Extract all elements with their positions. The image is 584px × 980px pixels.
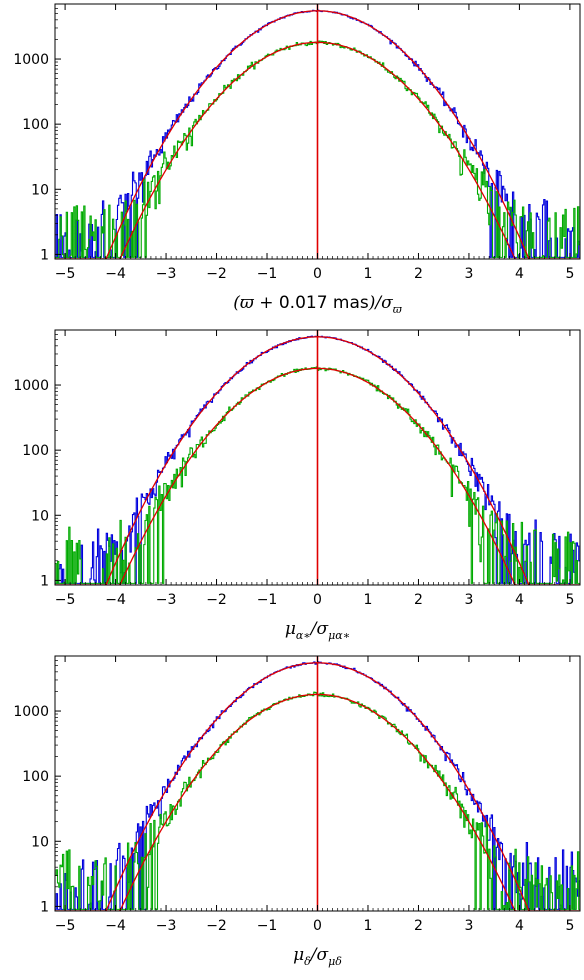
y-tick-label: 100 bbox=[22, 769, 49, 785]
x-tick-label: 5 bbox=[565, 918, 574, 934]
x-tick-label: 2 bbox=[414, 592, 423, 608]
x-tick-label: 4 bbox=[515, 266, 524, 282]
x-tick-label: 0 bbox=[313, 266, 322, 282]
x-tick-label: −3 bbox=[156, 266, 177, 282]
x-tick-label: −5 bbox=[55, 592, 76, 608]
x-tick-label: 5 bbox=[565, 266, 574, 282]
x-tick-label: 1 bbox=[364, 266, 373, 282]
x-tick-label: 3 bbox=[464, 266, 473, 282]
plot-area bbox=[55, 330, 580, 585]
x-tick-label: −2 bbox=[206, 918, 227, 934]
x-tick-label: 1 bbox=[364, 592, 373, 608]
x-tick-label: 4 bbox=[515, 918, 524, 934]
x-tick-label: −2 bbox=[206, 592, 227, 608]
x-tick-label: −4 bbox=[105, 918, 126, 934]
x-tick-label: 2 bbox=[414, 918, 423, 934]
y-tick-label: 1000 bbox=[13, 704, 49, 720]
y-tick-label: 1 bbox=[40, 247, 49, 263]
x-tick-label: −1 bbox=[257, 266, 278, 282]
histogram-series-2 bbox=[55, 366, 580, 584]
x-tick-label: 3 bbox=[464, 918, 473, 934]
x-tick-label: −3 bbox=[156, 918, 177, 934]
x-tick-label: 5 bbox=[565, 592, 574, 608]
y-tick-label: 1000 bbox=[13, 378, 49, 394]
x-tick-label: −3 bbox=[156, 592, 177, 608]
y-tick-label: 10 bbox=[31, 182, 49, 198]
panel-2: −5 −4 −3 −2 −1 0 1 2 3 4 5 1 10 100 1000 μα∗/σμα∗ bbox=[13, 329, 581, 642]
y-tick-label: 1 bbox=[40, 573, 49, 589]
x-tick-label: −5 bbox=[55, 918, 76, 934]
panel-1: −5 −4 −3 −2 −1 0 1 2 3 4 5 1 10 100 1000 (ϖ + 0.017 mas… bbox=[13, 3, 581, 316]
y-tick-label: 1000 bbox=[13, 52, 49, 68]
x-axis-label: (ϖ + 0.017 mas)/σϖ bbox=[233, 293, 402, 316]
x-tick-label: −2 bbox=[206, 266, 227, 282]
plot-area bbox=[55, 656, 580, 911]
x-tick-label: −1 bbox=[257, 918, 278, 934]
x-tick-label: 1 bbox=[364, 918, 373, 934]
x-tick-label: −4 bbox=[105, 266, 126, 282]
x-tick-label: −1 bbox=[257, 592, 278, 608]
y-tick-label: 10 bbox=[31, 834, 49, 850]
x-tick-label: 0 bbox=[313, 592, 322, 608]
x-axis-label: μδ/σμδ bbox=[293, 945, 342, 968]
y-tick-label: 1 bbox=[40, 899, 49, 915]
y-tick-label: 10 bbox=[31, 508, 49, 524]
x-tick-label: 4 bbox=[515, 592, 524, 608]
x-tick-label: −5 bbox=[55, 266, 76, 282]
y-tick-label: 100 bbox=[22, 443, 49, 459]
x-tick-label: 3 bbox=[464, 592, 473, 608]
x-tick-label: 2 bbox=[414, 266, 423, 282]
plot-area bbox=[55, 4, 580, 259]
x-tick-label: −4 bbox=[105, 592, 126, 608]
y-tick-label: 100 bbox=[22, 117, 49, 133]
x-axis-label: μα∗/σμα∗ bbox=[285, 619, 350, 642]
histogram-series-1 bbox=[55, 661, 580, 910]
panel-3: −5 −4 −3 −2 −1 0 1 2 3 4 5 1 10 100 1000 μδ/σμδ bbox=[13, 655, 581, 968]
x-tick-label: 0 bbox=[313, 918, 322, 934]
